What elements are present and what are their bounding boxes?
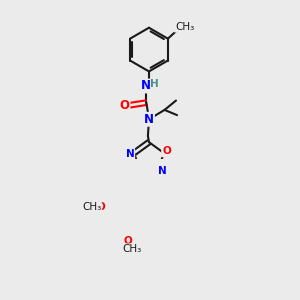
Text: CH₃: CH₃ bbox=[175, 22, 194, 32]
Text: N: N bbox=[141, 80, 152, 92]
Text: O: O bbox=[119, 99, 130, 112]
Text: CH₃: CH₃ bbox=[122, 244, 142, 254]
Text: CH₃: CH₃ bbox=[82, 202, 101, 212]
Text: N: N bbox=[126, 149, 134, 159]
Text: O: O bbox=[96, 202, 105, 212]
Text: O: O bbox=[162, 146, 171, 156]
Text: H: H bbox=[150, 80, 158, 89]
Text: N: N bbox=[144, 113, 154, 126]
Text: O: O bbox=[124, 236, 132, 246]
Text: N: N bbox=[158, 167, 167, 176]
